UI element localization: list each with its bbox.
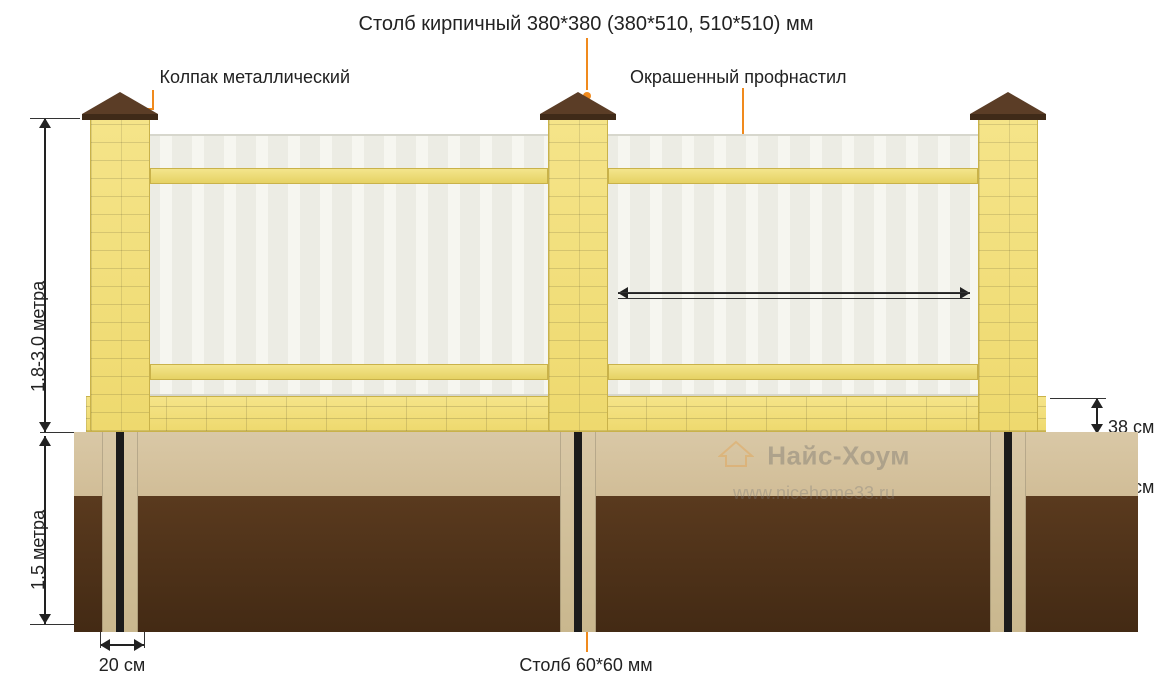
- label-steel-post: Столб 60*60 мм: [519, 654, 652, 677]
- label-pillar-title: Столб кирпичный 380*380 (380*510, 510*51…: [359, 12, 814, 37]
- rail-bottom-left: [150, 364, 548, 380]
- dim-span-underline: [618, 292, 970, 293]
- dim-tick-top: [30, 118, 80, 119]
- pile-steel-2: [574, 432, 582, 632]
- cap-1: [82, 92, 158, 120]
- pile-steel-1: [116, 432, 124, 632]
- stage: Найс-Хоум www.nicehome33.ru: [78, 70, 1088, 630]
- pile-steel-3: [1004, 432, 1012, 632]
- pillar-3: [978, 118, 1038, 432]
- cap-2: [540, 92, 616, 120]
- dim-arrow-38: [1096, 398, 1098, 434]
- label-pile-width: 20 см: [99, 654, 145, 677]
- rail-top-left: [150, 168, 548, 184]
- rail-top-right: [608, 168, 978, 184]
- pillar-2: [548, 118, 608, 432]
- rail-bottom-right: [608, 364, 978, 380]
- dim-arrow-pilewidth: [100, 644, 144, 646]
- leader-steelpost: [586, 630, 588, 652]
- dim-span-baseline: [618, 298, 970, 299]
- dim-tick-bottom: [30, 624, 80, 625]
- fence-cross-section-diagram: Столб кирпичный 380*380 (380*510, 510*51…: [0, 0, 1173, 686]
- dim-arrow-below: [44, 436, 46, 624]
- dim-arrow-above: [44, 118, 46, 432]
- cap-3: [970, 92, 1046, 120]
- sand-layer: [74, 432, 1138, 496]
- ground: [74, 432, 1138, 632]
- pillar-1: [90, 118, 150, 432]
- soil-layer: [74, 496, 1138, 632]
